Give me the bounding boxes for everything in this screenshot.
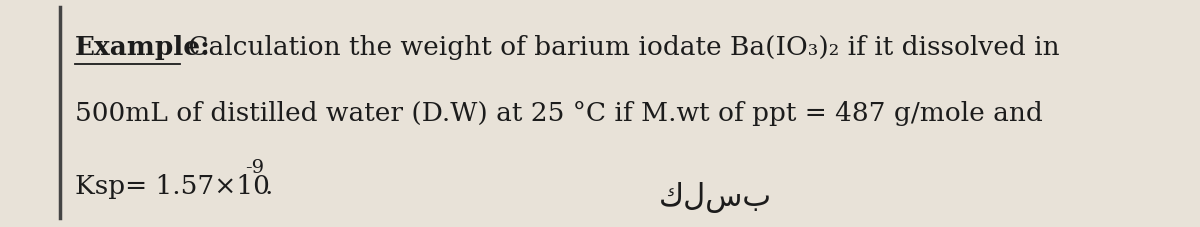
Text: Example:: Example:: [74, 35, 210, 60]
Text: .: .: [264, 174, 272, 199]
Text: Ksp= 1.57×10: Ksp= 1.57×10: [74, 174, 270, 199]
Text: -9: -9: [245, 159, 264, 177]
Text: كلسب: كلسب: [659, 182, 772, 213]
Text: Calculation the weight of barium iodate Ba(IO₃)₂ if it dissolved in: Calculation the weight of barium iodate …: [180, 35, 1060, 60]
Text: 500mL of distilled water (D.W) at 25 °C if M.wt of ppt = 487 g/mole and: 500mL of distilled water (D.W) at 25 °C …: [74, 101, 1043, 126]
